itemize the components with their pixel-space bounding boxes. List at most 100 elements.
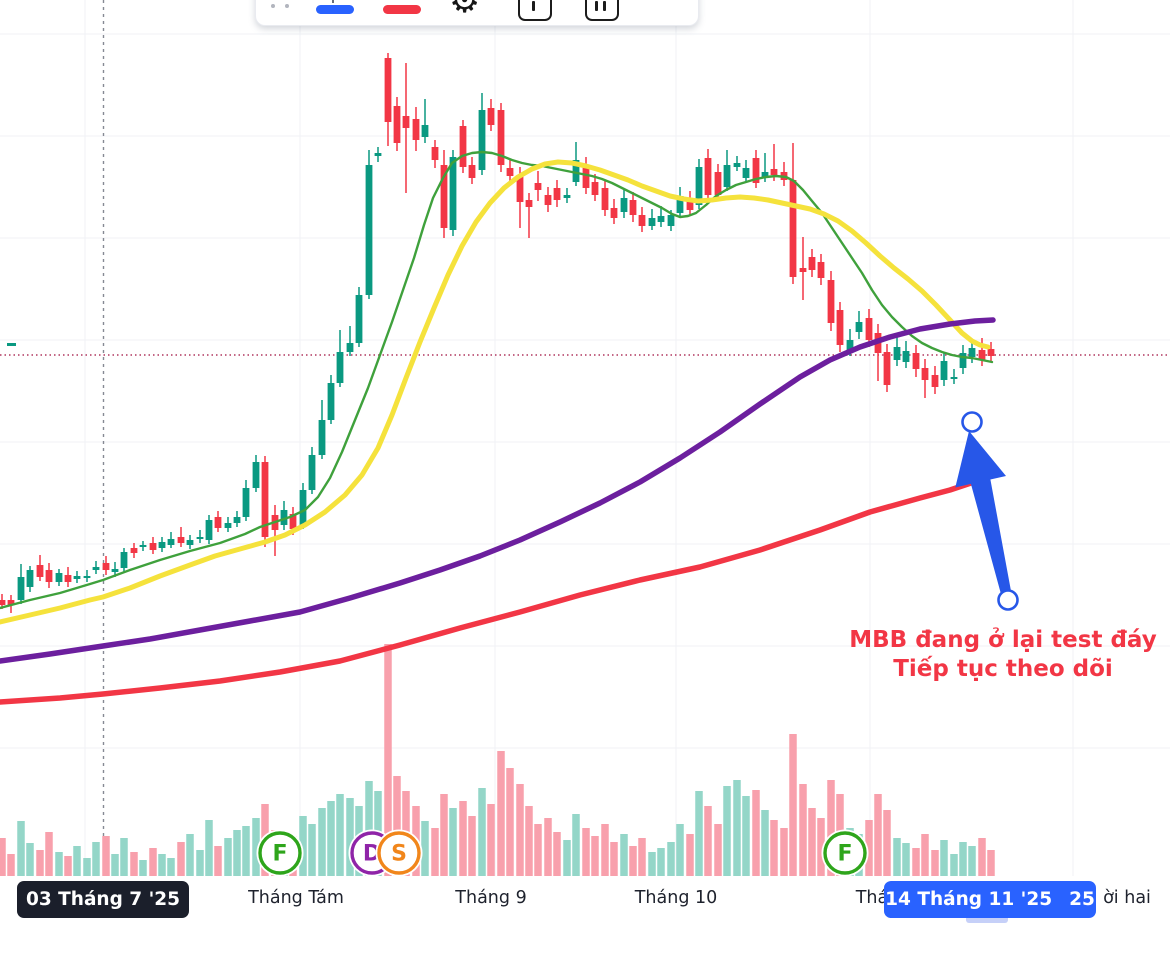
candle-up xyxy=(242,488,250,517)
volume-bar xyxy=(318,808,326,876)
volume-bar xyxy=(817,818,825,876)
layout-box-icon[interactable] xyxy=(585,0,619,21)
volume-bar xyxy=(167,858,175,876)
candle-down xyxy=(591,182,599,195)
volume-bar xyxy=(233,830,241,876)
arrow-drawing[interactable] xyxy=(955,411,1019,611)
candle-down xyxy=(393,106,401,143)
candle-up xyxy=(111,569,119,572)
volume-bar xyxy=(487,804,495,876)
candle-down xyxy=(629,200,637,215)
line-color-swatch-blue[interactable] xyxy=(316,5,354,14)
volume-bar xyxy=(468,816,476,876)
volume-bar xyxy=(629,846,637,876)
volume-bar xyxy=(676,824,684,876)
candle-up xyxy=(336,352,344,383)
template-box-icon[interactable] xyxy=(518,0,552,21)
candle-up xyxy=(723,165,731,187)
candle-down xyxy=(752,158,760,183)
candle-up xyxy=(421,125,429,137)
volume-bar xyxy=(883,810,891,876)
candle-up xyxy=(186,540,194,545)
volume-bar xyxy=(657,848,665,876)
candle-down xyxy=(516,175,524,202)
candle-down xyxy=(506,168,514,176)
candle-up xyxy=(55,573,63,582)
volume-bar xyxy=(553,832,561,876)
candle-down xyxy=(487,108,495,125)
volume-bar xyxy=(780,828,788,876)
drag-handle-dot[interactable] xyxy=(285,4,289,8)
candle-down xyxy=(497,110,505,165)
volume-bar xyxy=(111,854,119,876)
candle-down xyxy=(978,350,986,360)
candles xyxy=(0,53,995,613)
cut-icon-fragment xyxy=(332,0,334,3)
candle-up xyxy=(563,195,571,198)
volume-bar xyxy=(667,842,675,876)
candle-up xyxy=(620,198,628,212)
volume-bar xyxy=(808,808,816,876)
left-edge-tick xyxy=(7,343,16,346)
event-badge-F[interactable]: F xyxy=(821,829,869,877)
layout-box-mark xyxy=(595,1,598,11)
volume-bar xyxy=(912,848,920,876)
volume-bar xyxy=(384,644,392,876)
volume-bar xyxy=(214,846,222,876)
candle-down xyxy=(686,200,694,210)
event-badge-F[interactable]: F xyxy=(256,829,304,877)
volume-bar xyxy=(601,824,609,876)
volume-bar xyxy=(158,854,166,876)
candle-up xyxy=(205,520,213,540)
candle-up xyxy=(167,539,175,545)
candle-down xyxy=(921,368,929,380)
candle-down xyxy=(525,200,533,207)
volume-bar xyxy=(723,786,731,876)
crosshair-day-text: 25 xyxy=(1069,889,1095,910)
volume-bar xyxy=(83,858,91,876)
volume-bar xyxy=(242,826,250,876)
candle-down xyxy=(836,310,844,345)
volume-bar xyxy=(0,838,6,876)
volume-bar xyxy=(770,820,778,876)
settings-gear-icon[interactable]: ⚙ xyxy=(449,0,481,21)
crosshair-date-badge: 14 Tháng 11 '25 25 xyxy=(884,881,1096,918)
volume-bar xyxy=(224,838,232,876)
candle-up xyxy=(280,510,288,525)
candle-down xyxy=(102,563,110,570)
candle-down xyxy=(412,119,420,140)
candle-up xyxy=(742,168,750,178)
drag-handle-dot[interactable] xyxy=(271,4,275,8)
crosshair-date-text: 14 Tháng 11 '25 xyxy=(885,889,1053,910)
volume-bar xyxy=(459,801,467,876)
arrow-endpoint-handle[interactable] xyxy=(961,411,983,433)
event-badge-S[interactable]: S xyxy=(375,829,423,877)
candle-up xyxy=(346,343,354,352)
candle-down xyxy=(883,352,891,385)
candle-down xyxy=(799,268,807,272)
volume-bar xyxy=(308,824,316,876)
arrow-endpoint-handle[interactable] xyxy=(997,589,1019,611)
candle-down xyxy=(289,514,297,529)
volume-bar xyxy=(563,840,571,876)
candle-up xyxy=(449,157,457,230)
candle-down xyxy=(468,165,476,178)
drawing-text-annotation[interactable]: MBB đang ở lại test đáy Tiếp tục theo dõ… xyxy=(826,626,1170,683)
candle-up xyxy=(365,165,373,295)
volume-bar xyxy=(17,821,25,876)
volume-bar xyxy=(799,784,807,876)
volume-bar xyxy=(959,842,967,876)
candle-down xyxy=(45,570,53,582)
arrow-body[interactable] xyxy=(955,431,1012,599)
candle-down xyxy=(36,565,44,577)
volume-bar xyxy=(92,842,100,876)
candle-up xyxy=(158,542,166,548)
volume-bar xyxy=(865,820,873,876)
volume-bar xyxy=(704,806,712,876)
volume-bar xyxy=(921,834,929,876)
text-color-swatch-red[interactable] xyxy=(383,5,421,14)
candle-up xyxy=(252,462,260,488)
volume-bar xyxy=(102,836,110,876)
candle-down xyxy=(64,575,72,582)
